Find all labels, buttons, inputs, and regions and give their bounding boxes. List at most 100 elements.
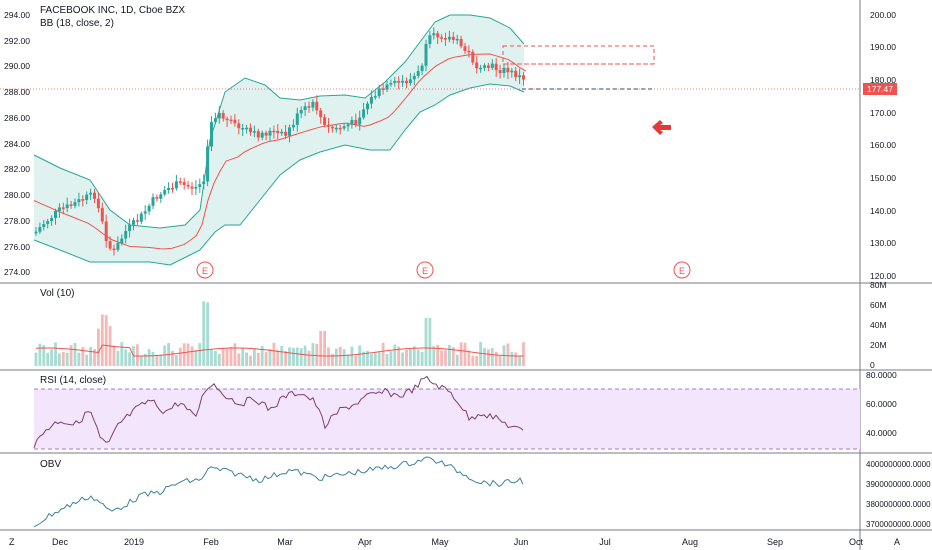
- volume-bar: [342, 349, 346, 366]
- candle: [315, 95, 319, 115]
- candle: [202, 174, 206, 190]
- candle: [46, 218, 50, 229]
- candle: [401, 75, 405, 88]
- candle: [272, 125, 276, 139]
- volume-bar: [85, 354, 89, 366]
- candle: [100, 202, 104, 225]
- volume-bar: [65, 352, 69, 366]
- candle: [34, 226, 38, 236]
- volume-bar: [229, 346, 233, 366]
- candle: [229, 115, 233, 125]
- volume-bar: [319, 331, 323, 366]
- volume-bar: [424, 318, 428, 366]
- candle: [354, 113, 358, 128]
- candle: [377, 84, 381, 99]
- candle: [108, 236, 112, 251]
- candle: [38, 222, 42, 235]
- volume-tick-label: 20M: [870, 340, 887, 350]
- candle: [405, 77, 408, 89]
- volume-bars[interactable]: [34, 301, 525, 366]
- time-tick-label: Oct: [849, 537, 864, 547]
- candle: [424, 39, 428, 72]
- left-tick-label: 286.00: [4, 113, 30, 123]
- volume-bar: [288, 347, 291, 366]
- volume-bar: [186, 343, 190, 366]
- volume-bar: [151, 351, 155, 366]
- time-axis[interactable]: Dec 2019 Feb Mar Apr May Jun Jul Aug Sep…: [52, 537, 864, 547]
- chart-title: FACEBOOK INC, 1D, Cboe BZX: [40, 5, 185, 16]
- left-price-axis[interactable]: 294.00 292.00 290.00 288.00 286.00 284.0…: [4, 10, 30, 277]
- volume-bar: [292, 347, 295, 366]
- volume-bar: [467, 350, 471, 366]
- candle: [237, 119, 241, 135]
- candle: [190, 182, 194, 196]
- volume-bar: [522, 342, 525, 366]
- earnings-marker[interactable]: E: [416, 261, 434, 279]
- candle: [291, 119, 295, 131]
- volume-bar: [436, 344, 440, 366]
- volume-bar: [315, 343, 319, 366]
- volume-bar: [334, 348, 338, 366]
- volume-bar: [233, 343, 237, 366]
- candle: [85, 191, 89, 205]
- candle: [463, 43, 467, 55]
- timezone-toggle[interactable]: Z: [9, 537, 15, 547]
- candlesticks[interactable]: [34, 27, 526, 256]
- volume-bar: [178, 347, 182, 366]
- candle: [221, 110, 225, 122]
- right-tick-label: 200.00: [870, 10, 896, 20]
- volume-axis[interactable]: 80M 60M 40M 20M 0: [870, 280, 887, 370]
- volume-bar: [124, 349, 128, 366]
- left-tick-label: 280.00: [4, 190, 30, 200]
- candle: [210, 116, 213, 151]
- candle: [69, 200, 73, 209]
- right-tick-label: 140.00: [870, 206, 896, 216]
- volume-bar: [451, 347, 455, 366]
- earnings-marker[interactable]: E: [196, 261, 214, 279]
- volume-bar: [54, 342, 57, 366]
- left-arrow-icon[interactable]: [652, 120, 671, 135]
- rsi-axis[interactable]: 80.0000 60.0000 40.0000: [866, 370, 897, 438]
- volume-bar: [514, 352, 518, 366]
- obv-tick-label: 3800000000.0000: [866, 500, 931, 509]
- candle: [198, 178, 202, 193]
- candle: [362, 102, 366, 120]
- volume-bar: [420, 352, 424, 366]
- candle: [514, 67, 518, 82]
- candle: [440, 34, 444, 43]
- candle: [163, 185, 167, 197]
- auto-scale-toggle[interactable]: A: [894, 537, 900, 547]
- volume-bar: [377, 352, 381, 366]
- volume-bar: [307, 350, 311, 366]
- volume-bar: [448, 344, 451, 366]
- candle: [447, 30, 451, 43]
- obv-axis[interactable]: 4000000000.0000 3900000000.0000 38000000…: [866, 460, 931, 529]
- obv-tick-label: 4000000000.0000: [866, 460, 931, 469]
- candle: [506, 61, 510, 80]
- left-tick-label: 294.00: [4, 10, 30, 20]
- obv-tick-label: 3900000000.0000: [866, 480, 931, 489]
- candle: [89, 188, 93, 200]
- candle: [486, 62, 490, 72]
- earnings-marker[interactable]: E: [673, 261, 691, 279]
- right-price-axis[interactable]: 200.00 190.00 180.00 170.00 160.00 150.0…: [863, 10, 897, 281]
- time-tick-label: Apr: [358, 537, 372, 547]
- drawings[interactable]: [0, 45, 860, 135]
- volume-bar: [69, 345, 73, 366]
- candle: [381, 83, 385, 95]
- volume-bar: [385, 353, 389, 366]
- obv-tick-label: 3700000000.0000: [866, 520, 931, 529]
- drawing-box-upper[interactable]: [502, 45, 655, 65]
- candle: [420, 63, 424, 76]
- left-tick-label: 292.00: [4, 36, 30, 46]
- volume-bar: [409, 349, 412, 366]
- candle: [288, 124, 291, 143]
- volume-bar: [401, 352, 404, 366]
- left-tick-label: 274.00: [4, 267, 30, 277]
- volume-bar: [510, 351, 514, 366]
- volume-bar: [303, 345, 307, 366]
- candle: [471, 49, 475, 66]
- volume-bar: [46, 352, 50, 366]
- candle: [143, 205, 147, 220]
